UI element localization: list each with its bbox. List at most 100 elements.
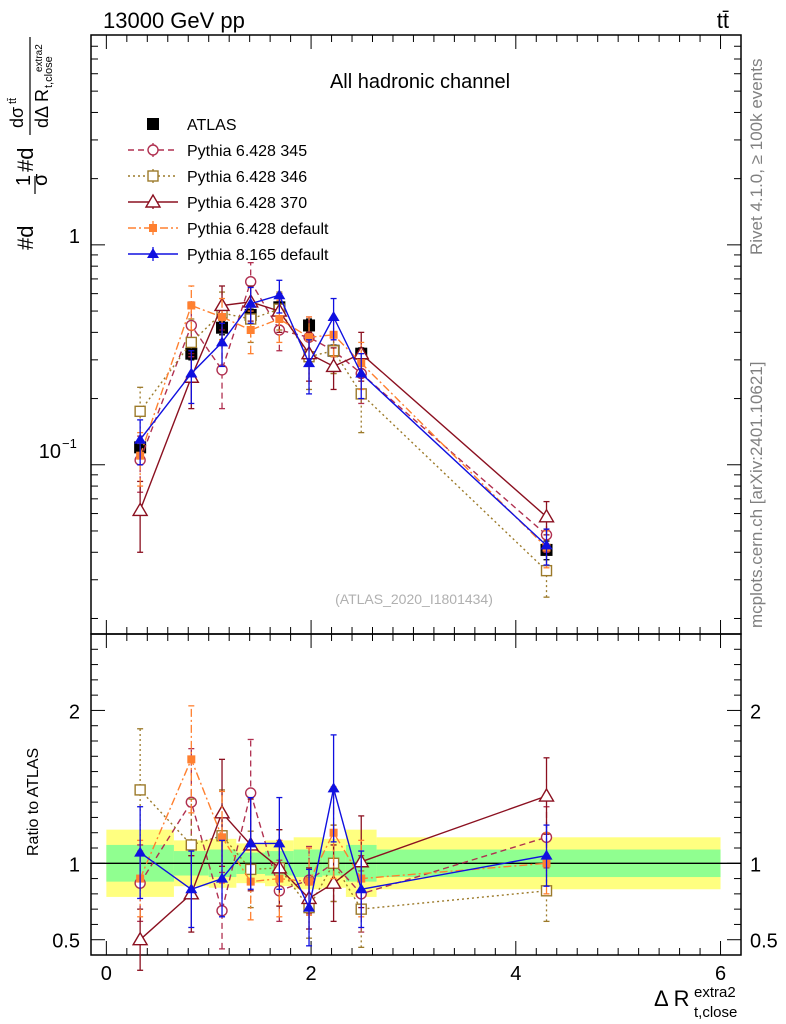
ratio-point-p8def xyxy=(327,782,340,793)
ratio-y-tick-label: 2 xyxy=(69,701,80,723)
legend-label-p6def: Pythia 6.428 default xyxy=(187,221,329,238)
ylabel-den-sub: t,close xyxy=(43,56,55,88)
main-point-p8def xyxy=(540,539,553,550)
main-point-p345 xyxy=(244,275,257,288)
xlabel-main: Δ R xyxy=(654,986,689,1011)
ratio-series-group xyxy=(131,705,555,971)
main-point-p6def xyxy=(246,326,255,335)
xlabel-sub: t,close xyxy=(694,1004,737,1021)
energy-label: 13000 GeV pp xyxy=(103,8,245,33)
ylabel-den: dΔ R xyxy=(32,89,52,128)
ratio-series-p8def xyxy=(134,734,553,947)
ratio-point-p370 xyxy=(131,931,149,946)
ratio-point-p345 xyxy=(244,787,257,799)
ylabel-num-sup: tt̄ xyxy=(7,98,19,104)
analysis-tag: (ATLAS_2020_I1801434) xyxy=(335,591,493,607)
ratio-point-p370 xyxy=(538,787,555,802)
legend-label-p370: Pythia 6.428 370 xyxy=(187,195,307,212)
main-y-tick-label-10: 10 xyxy=(39,441,61,463)
ratio-point-p8def xyxy=(244,837,257,848)
process-label: tt̄ xyxy=(717,8,729,33)
legend-label-p8def: Pythia 8.165 default xyxy=(187,247,329,264)
main-point-p8def xyxy=(303,357,316,368)
main-point-p8def xyxy=(273,289,286,300)
main-point-p8def xyxy=(244,297,257,308)
main-point-p6def xyxy=(275,315,284,324)
main-series-p345 xyxy=(134,261,553,553)
ratio-panel xyxy=(90,633,742,956)
main-point-p8def xyxy=(355,367,368,378)
main-y-axis-label-fraction: 1 σ #d dσ tt̄ dΔ R t,close extra2 xyxy=(7,37,55,194)
legend-marker-p345 xyxy=(147,144,159,156)
main-y-tick-label-1: 1 xyxy=(69,226,80,248)
main-line-p8def xyxy=(139,294,547,546)
ylabel-mid: #d xyxy=(13,148,38,172)
legend: ATLAS Pythia 6.428 345 Pythia 6.428 346 Pyt… xyxy=(128,117,329,264)
legend-label-p346: Pythia 6.428 346 xyxy=(187,169,307,186)
x-axis-label: Δ R extra2 t,close xyxy=(654,984,737,1021)
main-point-p8def xyxy=(216,336,229,347)
ratio-y-axis-label: Ratio to ATLAS xyxy=(25,748,42,856)
ratio-point-p8def xyxy=(273,837,286,848)
ratio-y-tick-label: 0.5 xyxy=(52,931,80,953)
main-point-p6def xyxy=(218,312,227,321)
ratio-point-p8def xyxy=(540,849,553,860)
main-point-p370 xyxy=(325,358,342,373)
main-y-axis-label: #d xyxy=(13,226,38,250)
main-series-p8def xyxy=(134,279,553,566)
legend-entry-p346: Pythia 6.428 346 xyxy=(128,169,307,186)
ratio-y-tick-label-right: 2 xyxy=(750,701,761,723)
main-title: All hadronic channel xyxy=(330,71,510,93)
ylabel-num: dσ xyxy=(7,107,27,128)
main-line-p370 xyxy=(139,301,547,518)
main-point-p6def xyxy=(187,301,196,310)
main-point-p346 xyxy=(134,405,146,418)
mcplots-label: mcplots.cern.ch [arXiv:2401.10621] xyxy=(747,362,766,628)
ratio-frame xyxy=(90,633,742,956)
x-tick-label: 4 xyxy=(510,963,521,985)
main-point-p8def xyxy=(134,433,147,444)
main-line-p346 xyxy=(139,308,547,572)
legend-entry-p6def: Pythia 6.428 default xyxy=(128,221,329,238)
main-series-group xyxy=(131,261,555,598)
rivet-version-label: Rivet 4.1.0, ≥ 100k events xyxy=(747,59,766,255)
legend-marker-p8def xyxy=(147,248,159,258)
ratio-point-p346 xyxy=(185,839,198,851)
ratio-point-p346 xyxy=(134,784,146,796)
legend-label-ATLAS: ATLAS xyxy=(187,117,237,134)
main-point-p370 xyxy=(131,502,149,517)
legend-entry-p8def: Pythia 8.165 default xyxy=(128,247,329,264)
main-point-p6def xyxy=(305,333,314,342)
legend-label-p345: Pythia 6.428 345 xyxy=(187,143,307,160)
xlabel-sup: extra2 xyxy=(694,984,736,1001)
legend-entry-ATLAS: ATLAS xyxy=(147,117,237,134)
legend-marker-p6def xyxy=(149,224,157,232)
legend-entry-p370: Pythia 6.428 370 xyxy=(128,193,307,212)
main-point-p346 xyxy=(185,336,198,349)
main-y-tick-exponent: −1 xyxy=(62,436,77,451)
ylabel-den-sup: extra2 xyxy=(34,44,45,72)
legend-entry-p345: Pythia 6.428 345 xyxy=(128,143,307,160)
main-line-p345 xyxy=(139,280,547,536)
ylabel-prefix: #d xyxy=(13,226,38,250)
main-point-p8def xyxy=(185,367,198,378)
ratio-point-p8def xyxy=(134,846,147,857)
main-point-p370 xyxy=(538,508,555,523)
ratio-tick-labels: 0.5 0.5 1 1 2 2 0 2 4 6 xyxy=(52,701,778,985)
main-point-p8def xyxy=(327,310,340,321)
ratio-point-p8def xyxy=(303,901,316,912)
ylabel-sigma: σ xyxy=(30,173,52,186)
legend-marker-p346 xyxy=(147,170,159,182)
ratio-point-p8def xyxy=(185,883,198,894)
ratio-point-p370 xyxy=(325,874,342,889)
ratio-point-p8def xyxy=(355,883,368,894)
ratio-line-p346 xyxy=(139,789,547,910)
main-line-p6def xyxy=(139,304,547,549)
ratio-point-p6def xyxy=(187,755,196,764)
legend-marker-p370 xyxy=(144,193,162,208)
ratio-y-tick-label: 1 xyxy=(69,854,80,876)
x-tick-label: 0 xyxy=(101,963,112,985)
ratio-y-tick-label-right: 0.5 xyxy=(750,931,778,953)
main-series-p6def xyxy=(136,285,551,569)
